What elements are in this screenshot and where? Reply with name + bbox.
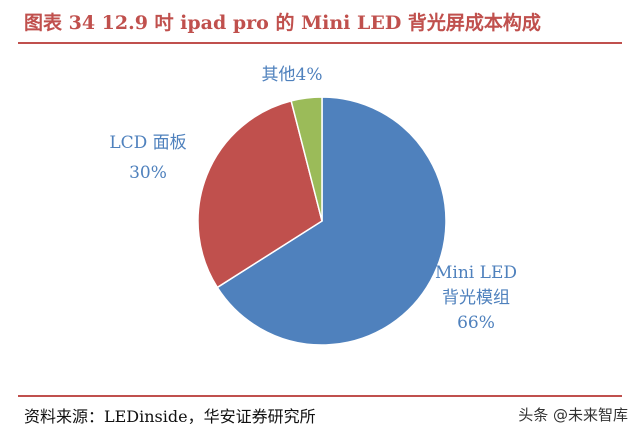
pie-label-0-line-1: 背光模组 <box>442 288 510 308</box>
source-rule <box>18 395 622 397</box>
pie-slice-0 <box>216 96 447 346</box>
watermark: 头条 @未来智库 <box>518 406 628 424</box>
pie-label-2-line-0: 其他4% <box>262 65 323 85</box>
pie-label-0-line-0: Mini LED <box>435 263 517 283</box>
title-rule <box>18 42 622 44</box>
pie-slices <box>197 96 447 346</box>
pie-labels: Mini LED 背光模组 66% LCD 面板 30% 其他4% <box>109 65 517 333</box>
chart-title: 图表 34 12.9 吋 ipad pro 的 Mini LED 背光屏成本构成 <box>24 12 541 34</box>
pie-label-1-line-0: LCD 面板 <box>109 133 186 153</box>
pie-slice-1 <box>197 99 323 289</box>
pie-label-1-line-1: 30% <box>129 163 167 183</box>
pie-label-0-line-2: 66% <box>457 313 495 333</box>
pie-slice-2 <box>290 96 323 222</box>
source-note: 资料来源：LEDinside，华安证券研究所 <box>24 407 316 426</box>
